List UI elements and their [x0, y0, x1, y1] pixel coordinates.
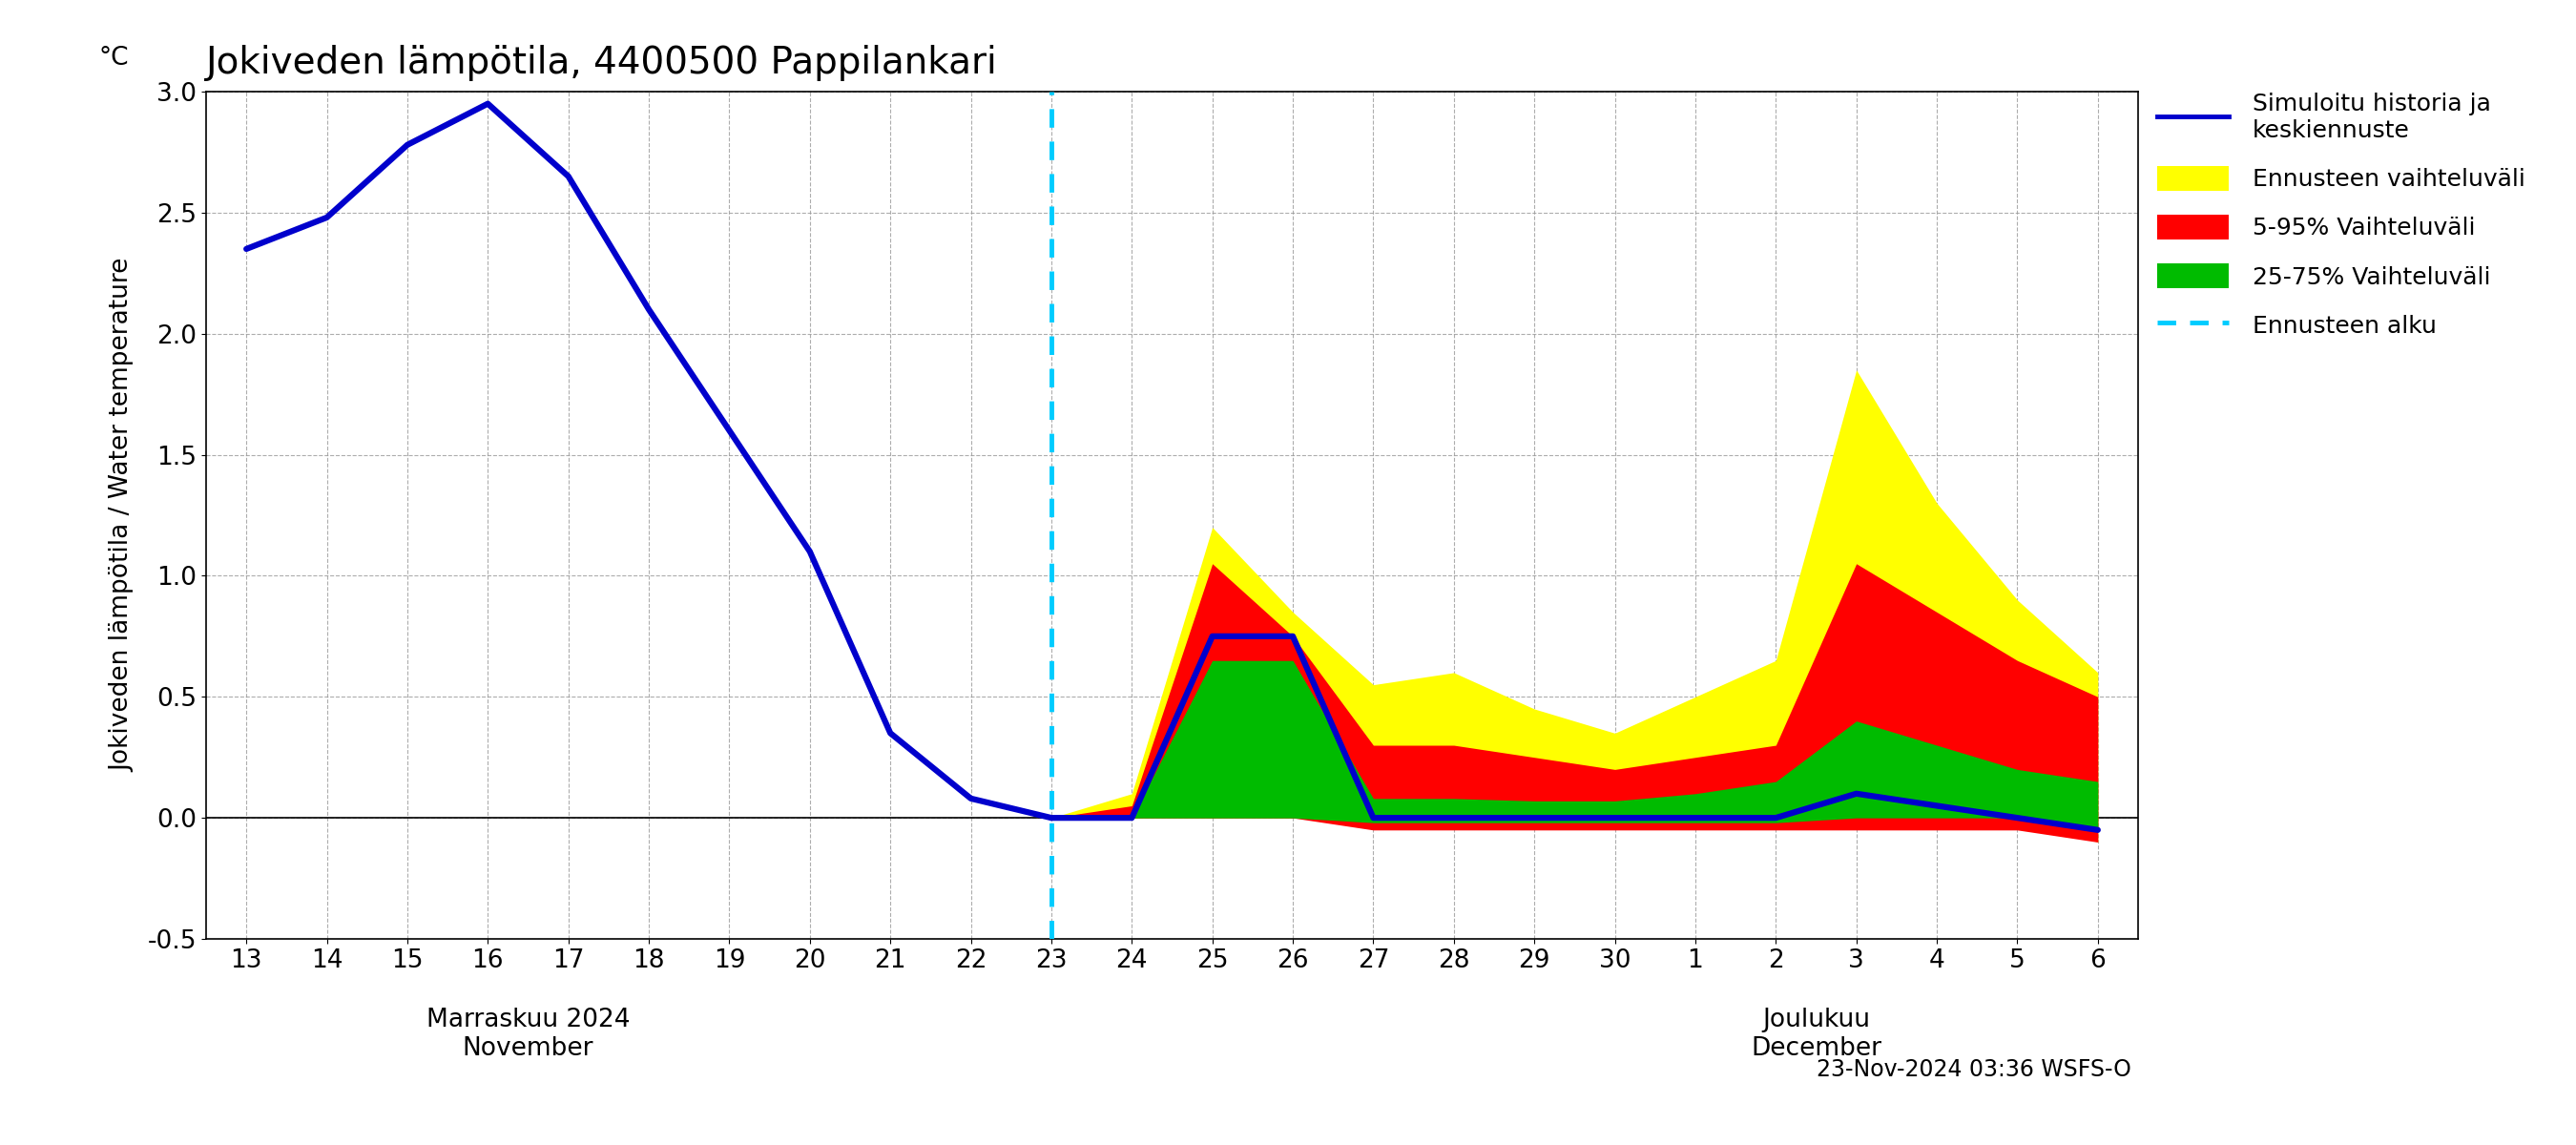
Text: °C: °C [98, 46, 129, 70]
Text: Jokiveden lämpötila, 4400500 Pappilankari: Jokiveden lämpötila, 4400500 Pappilankar… [206, 45, 997, 80]
Text: Marraskuu 2024
November: Marraskuu 2024 November [425, 1008, 631, 1061]
Text: 23-Nov-2024 03:36 WSFS-O: 23-Nov-2024 03:36 WSFS-O [1816, 1058, 2130, 1081]
Y-axis label: Jokiveden lämpötila / Water temperature: Jokiveden lämpötila / Water temperature [111, 259, 134, 772]
Legend: Simuloitu historia ja
keskiennuste, Ennusteen vaihteluväli, 5-95% Vaihteluväli, : Simuloitu historia ja keskiennuste, Ennu… [2148, 84, 2535, 347]
Text: Joulukuu
December: Joulukuu December [1752, 1008, 1880, 1061]
